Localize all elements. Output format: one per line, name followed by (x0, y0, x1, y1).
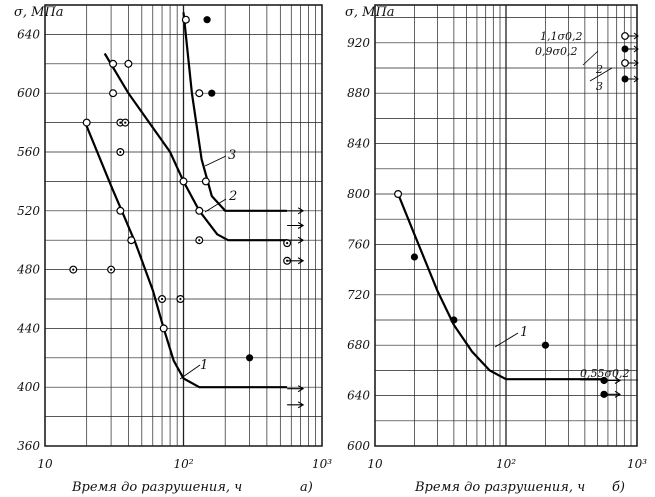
x-tick-label: 10² (496, 457, 516, 471)
curve-1-leader (179, 364, 201, 380)
series-1-curve (84, 122, 288, 389)
y-tick-label: 720 (347, 288, 370, 302)
legend-marker-arrowhead (633, 45, 639, 53)
legend-marker-solid (621, 75, 629, 83)
y-tick-label: 680 (347, 338, 370, 352)
series-3-point-open (195, 89, 204, 98)
series-1-point-dot-center (179, 297, 182, 301)
series-2-point-open (124, 59, 133, 68)
series-3-point-solid (245, 354, 254, 362)
series-1-point-dot-center (109, 268, 113, 271)
x-tick-label: 10² (173, 457, 193, 471)
y-tick-label: 880 (347, 86, 370, 100)
series-2-runout-arrowhead (297, 257, 305, 265)
y-tick-label: 480 (16, 263, 40, 277)
y-tick-label: 440 (16, 321, 40, 335)
legend-marker-solid (621, 45, 629, 53)
panel-b-xlabel: Время до разрушения, ч (414, 480, 585, 495)
x-tick-label: 10 (367, 457, 383, 471)
y-tick-label: 640 (347, 389, 370, 403)
series-1-point-dot-center (119, 150, 122, 154)
series-1-point-open (116, 206, 125, 215)
series-2-point-open (109, 89, 118, 98)
series-3-point-solid (208, 89, 216, 97)
y-tick-label: 760 (347, 237, 370, 251)
series-2-point-dot-center (198, 239, 201, 242)
y-tick-label: 920 (347, 36, 370, 50)
series-1-point-solid (541, 341, 550, 349)
y-tick-label: 600 (17, 86, 40, 100)
panel-a-curve-label-3: 3 (228, 148, 236, 163)
series-2-curve (103, 52, 288, 242)
panel-b: 600 640 680 720 760 800 840 880 920 10 10² 10³ (347, 4, 647, 471)
y-tick-label: 840 (347, 137, 370, 151)
series-1-point-open (82, 118, 91, 127)
y-tick-label: 600 (347, 439, 370, 453)
series-1-point-solid (450, 316, 458, 324)
series-1-runout-arrowhead (614, 377, 622, 384)
series-2-point-dot-center (286, 242, 289, 245)
x-tick-label: 10³ (627, 457, 647, 471)
series-1-curve (397, 193, 604, 381)
panel-b-curve-label-1: 1 (520, 325, 528, 340)
x-tick-label: 10³ (312, 457, 332, 471)
x-tick-label: 10 (37, 457, 53, 471)
y-tick-label: 360 (17, 439, 40, 453)
series-3-point-open (181, 15, 190, 24)
series-3-point-solid (203, 16, 211, 24)
legend-marker-arrowhead (633, 59, 639, 67)
y-tick-label: 520 (17, 204, 40, 218)
legend-marker-open (621, 32, 629, 40)
panel-b-annotation: 0,55σ0,2 (580, 367, 630, 380)
panel-b-ylabel: σ, МПа (345, 5, 395, 20)
panel-a: 360 400 440 480 520 560 600 640 10 10² 10³ (16, 4, 332, 471)
panel-b-legend-label-2: 0,9σ0,2 (535, 45, 578, 58)
series-2-point-open (195, 206, 204, 215)
series-1-point-open (127, 236, 136, 245)
panel-a-ylabel: σ, МПа (14, 5, 64, 20)
curve-2-leader (204, 198, 227, 213)
series-3-point-open (201, 177, 210, 186)
series-3-runout-arrowhead (297, 207, 305, 215)
series-2-runout-arrowhead (297, 236, 305, 244)
y-tick-label: 640 (17, 27, 40, 41)
panel-a-curve-label-1: 1 (200, 358, 208, 373)
series-1-point-dot-center (119, 121, 122, 124)
curve-3-leader (204, 155, 227, 167)
legend-leader (589, 67, 613, 82)
panel-b-legend-label-1: 1,1σ0,2 (540, 30, 583, 43)
curve-1-leader (494, 332, 519, 348)
y-tick-label: 560 (17, 145, 40, 159)
series-3-curve (182, 12, 288, 212)
panel-a-curve-label-2: 2 (228, 189, 237, 204)
y-tick-label: 800 (347, 187, 370, 201)
panel-b-legend-label-4: 3 (596, 80, 603, 93)
panel-b-legend-label-3: 2 (595, 63, 603, 76)
panel-b-label: б) (612, 480, 625, 495)
series-1-point-dot-center (160, 297, 164, 301)
series-1-point-open (159, 324, 168, 333)
legend-marker-open (621, 59, 629, 67)
series-1-runout-arrowhead (297, 385, 305, 393)
series-1-point-dot-center (72, 268, 75, 271)
series-2-point-open (109, 59, 118, 68)
series-2-point-open (179, 177, 188, 186)
series-2-point-dot-center (124, 121, 127, 124)
panel-a-xlabel: Время до разрушения, ч (71, 480, 242, 495)
series-1-runout-arrowhead (297, 401, 305, 409)
y-tick-label: 400 (16, 380, 40, 394)
series-1-point-open (394, 190, 403, 199)
legend-leader (582, 50, 599, 66)
series-1-runout-arrowhead (614, 390, 622, 398)
legend-marker-arrowhead (633, 75, 639, 83)
series-3-runout-arrowhead (297, 222, 305, 229)
series-1-point-solid (410, 253, 419, 261)
panel-a-label: а) (300, 480, 313, 495)
legend-marker-arrowhead (633, 32, 639, 40)
